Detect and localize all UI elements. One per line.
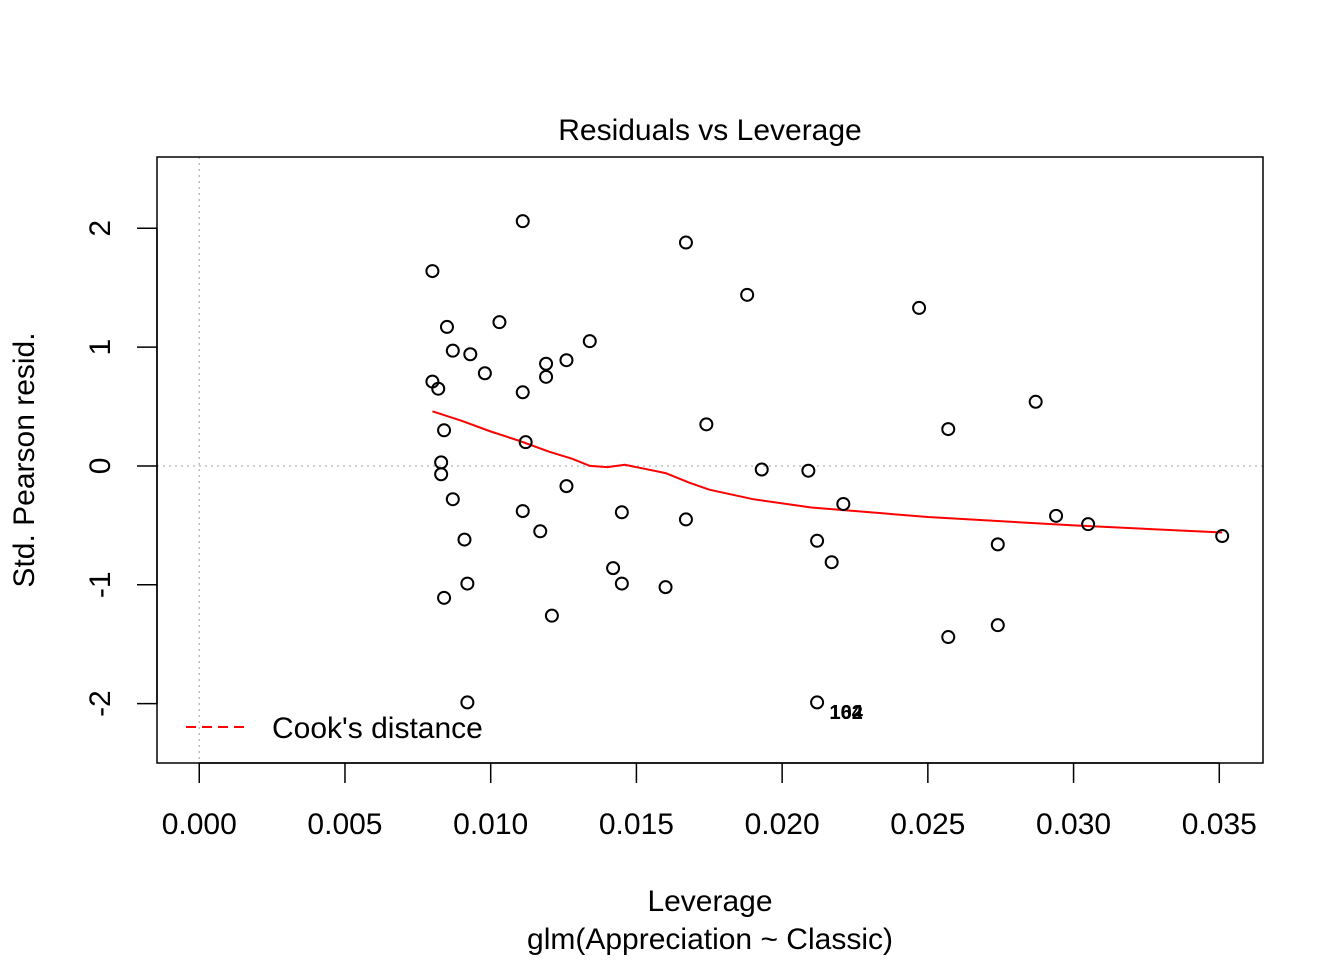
data-point xyxy=(606,561,621,576)
data-point xyxy=(515,385,530,400)
data-point xyxy=(1049,508,1064,523)
point-label: 104 xyxy=(830,702,864,724)
data-point xyxy=(1081,517,1096,532)
reference-lines xyxy=(157,157,1263,763)
x-tick-label: 0.035 xyxy=(1182,808,1257,841)
data-point xyxy=(559,353,574,368)
data-point xyxy=(990,537,1005,552)
y-tick-label: -1 xyxy=(84,571,117,598)
y-tick-label: 0 xyxy=(84,458,117,475)
data-point xyxy=(425,264,440,279)
data-point xyxy=(582,334,597,349)
smooth-fit-line xyxy=(432,410,1223,534)
data-point xyxy=(912,300,927,315)
data-point xyxy=(1028,394,1043,409)
legend-cooks-distance-label: Cook's distance xyxy=(272,712,483,745)
data-point xyxy=(801,463,816,478)
data-point xyxy=(518,435,533,450)
x-axis-title: Leverage xyxy=(647,885,772,918)
data-point xyxy=(457,532,472,547)
data-point xyxy=(754,462,769,477)
data-point xyxy=(941,422,956,437)
x-tick-label: 0.000 xyxy=(162,808,237,841)
x-tick-label: 0.010 xyxy=(453,808,528,841)
chart-subtitle: glm(Appreciation ~ Classic) xyxy=(527,923,893,956)
data-point xyxy=(678,235,693,250)
data-point xyxy=(460,695,475,710)
data-point xyxy=(533,524,548,539)
data-point xyxy=(678,512,693,527)
point-label: 162 xyxy=(830,702,863,724)
x-tick-label: 0.020 xyxy=(745,808,820,841)
data-point xyxy=(437,590,452,605)
x-tick-label: 0.005 xyxy=(307,808,382,841)
points-layer xyxy=(425,214,1230,710)
smooth-line-layer xyxy=(432,410,1223,534)
data-point xyxy=(941,630,956,645)
x-axis: 0.000 0.005 0.010 0.015 0.020 0.025 0.030 0.035 xyxy=(162,762,1257,841)
data-point xyxy=(824,555,839,570)
data-point xyxy=(539,369,554,384)
data-point xyxy=(439,319,454,334)
data-point xyxy=(515,504,530,519)
plot-frame xyxy=(156,156,1264,764)
data-point xyxy=(434,467,449,482)
data-point xyxy=(699,417,714,432)
data-point xyxy=(810,695,825,710)
x-tick-label: 0.015 xyxy=(599,808,674,841)
data-point xyxy=(431,381,446,396)
data-point xyxy=(614,576,629,591)
data-point xyxy=(836,496,851,511)
data-point xyxy=(445,492,460,507)
data-point xyxy=(559,479,574,494)
data-point xyxy=(740,287,755,302)
y-axis-title: Std. Pearson resid. xyxy=(8,332,41,587)
data-point xyxy=(492,315,507,330)
data-point xyxy=(515,214,530,229)
x-tick-label: 0.030 xyxy=(1036,808,1111,841)
data-point xyxy=(437,423,452,438)
data-point xyxy=(544,608,559,623)
data-point xyxy=(463,347,478,362)
data-point xyxy=(990,618,1005,633)
data-point xyxy=(539,356,554,371)
data-point xyxy=(1215,529,1230,544)
data-point xyxy=(658,580,673,595)
y-axis: -2 -1 0 1 2 xyxy=(84,220,158,717)
chart-title: Residuals vs Leverage xyxy=(558,114,862,147)
data-point xyxy=(445,343,460,358)
y-tick-label: 2 xyxy=(84,220,117,237)
data-point xyxy=(460,576,475,591)
data-point xyxy=(614,505,629,520)
legend: Cook's distance xyxy=(186,712,483,745)
x-tick-label: 0.025 xyxy=(890,808,965,841)
y-tick-label: 1 xyxy=(84,339,117,356)
data-point xyxy=(434,455,449,470)
y-tick-label: -2 xyxy=(84,690,117,717)
data-point xyxy=(810,533,825,548)
data-point xyxy=(477,366,492,381)
